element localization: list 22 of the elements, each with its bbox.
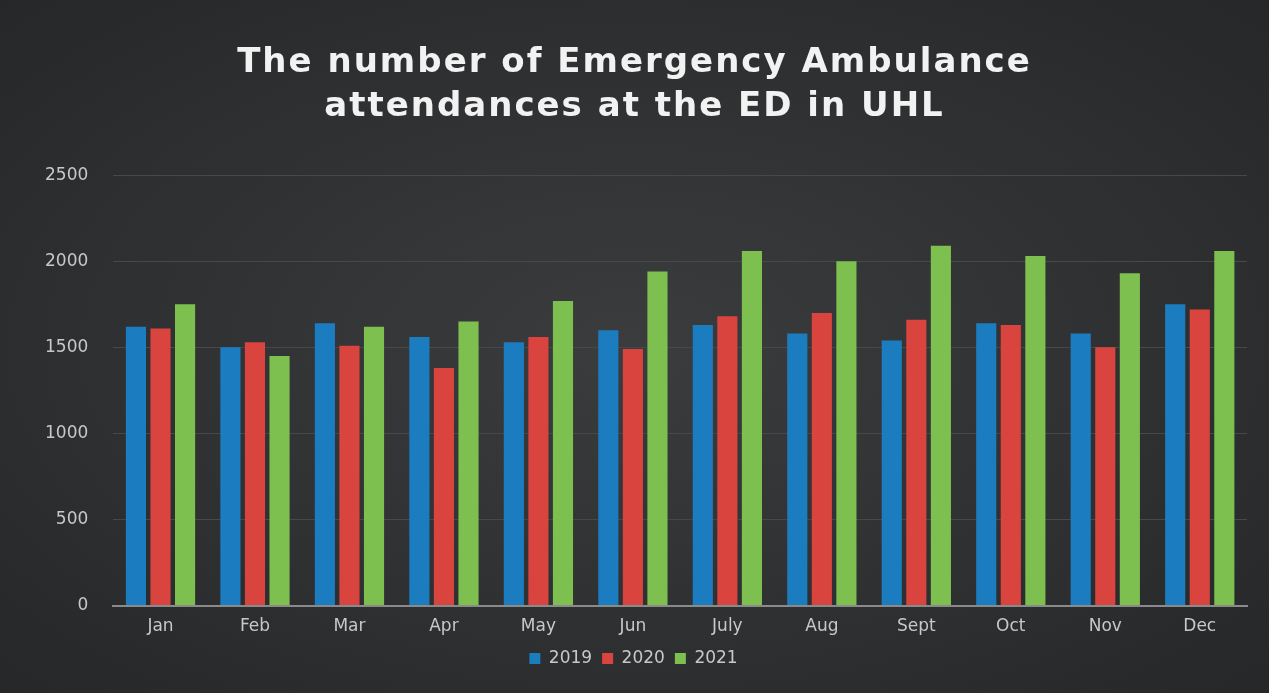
x-tick-label: Sept [896, 615, 937, 636]
x-tick-label: Nov [1088, 615, 1122, 636]
y-tick-label: 0 [77, 594, 89, 615]
x-tick-label: July [711, 615, 743, 636]
x-tick-label: Oct [996, 615, 1026, 636]
y-tick-label: 1000 [45, 421, 89, 442]
y-tick-label: 2000 [45, 249, 89, 270]
legend-label: 2019 [548, 646, 593, 667]
x-tick-label: Feb [239, 615, 271, 636]
x-tick-label: Mar [333, 615, 366, 636]
chart-title: The number of Emergency Ambulance attendances at the ED in UHL [236, 39, 1033, 126]
legend-label: 2020 [621, 646, 665, 667]
x-tick-label: Jun [618, 615, 647, 636]
y-tick-label: 1500 [45, 335, 89, 356]
x-tick-label: Dec [1183, 615, 1217, 636]
x-tick-label: Aug [805, 615, 839, 636]
x-tick-label: Jan [146, 615, 174, 636]
x-tick-label: Apr [429, 615, 459, 636]
legend-label: 2021 [694, 646, 738, 667]
y-tick-label: 500 [55, 507, 89, 528]
x-tick-label: May [520, 615, 556, 636]
y-tick-label: 2500 [45, 163, 89, 184]
